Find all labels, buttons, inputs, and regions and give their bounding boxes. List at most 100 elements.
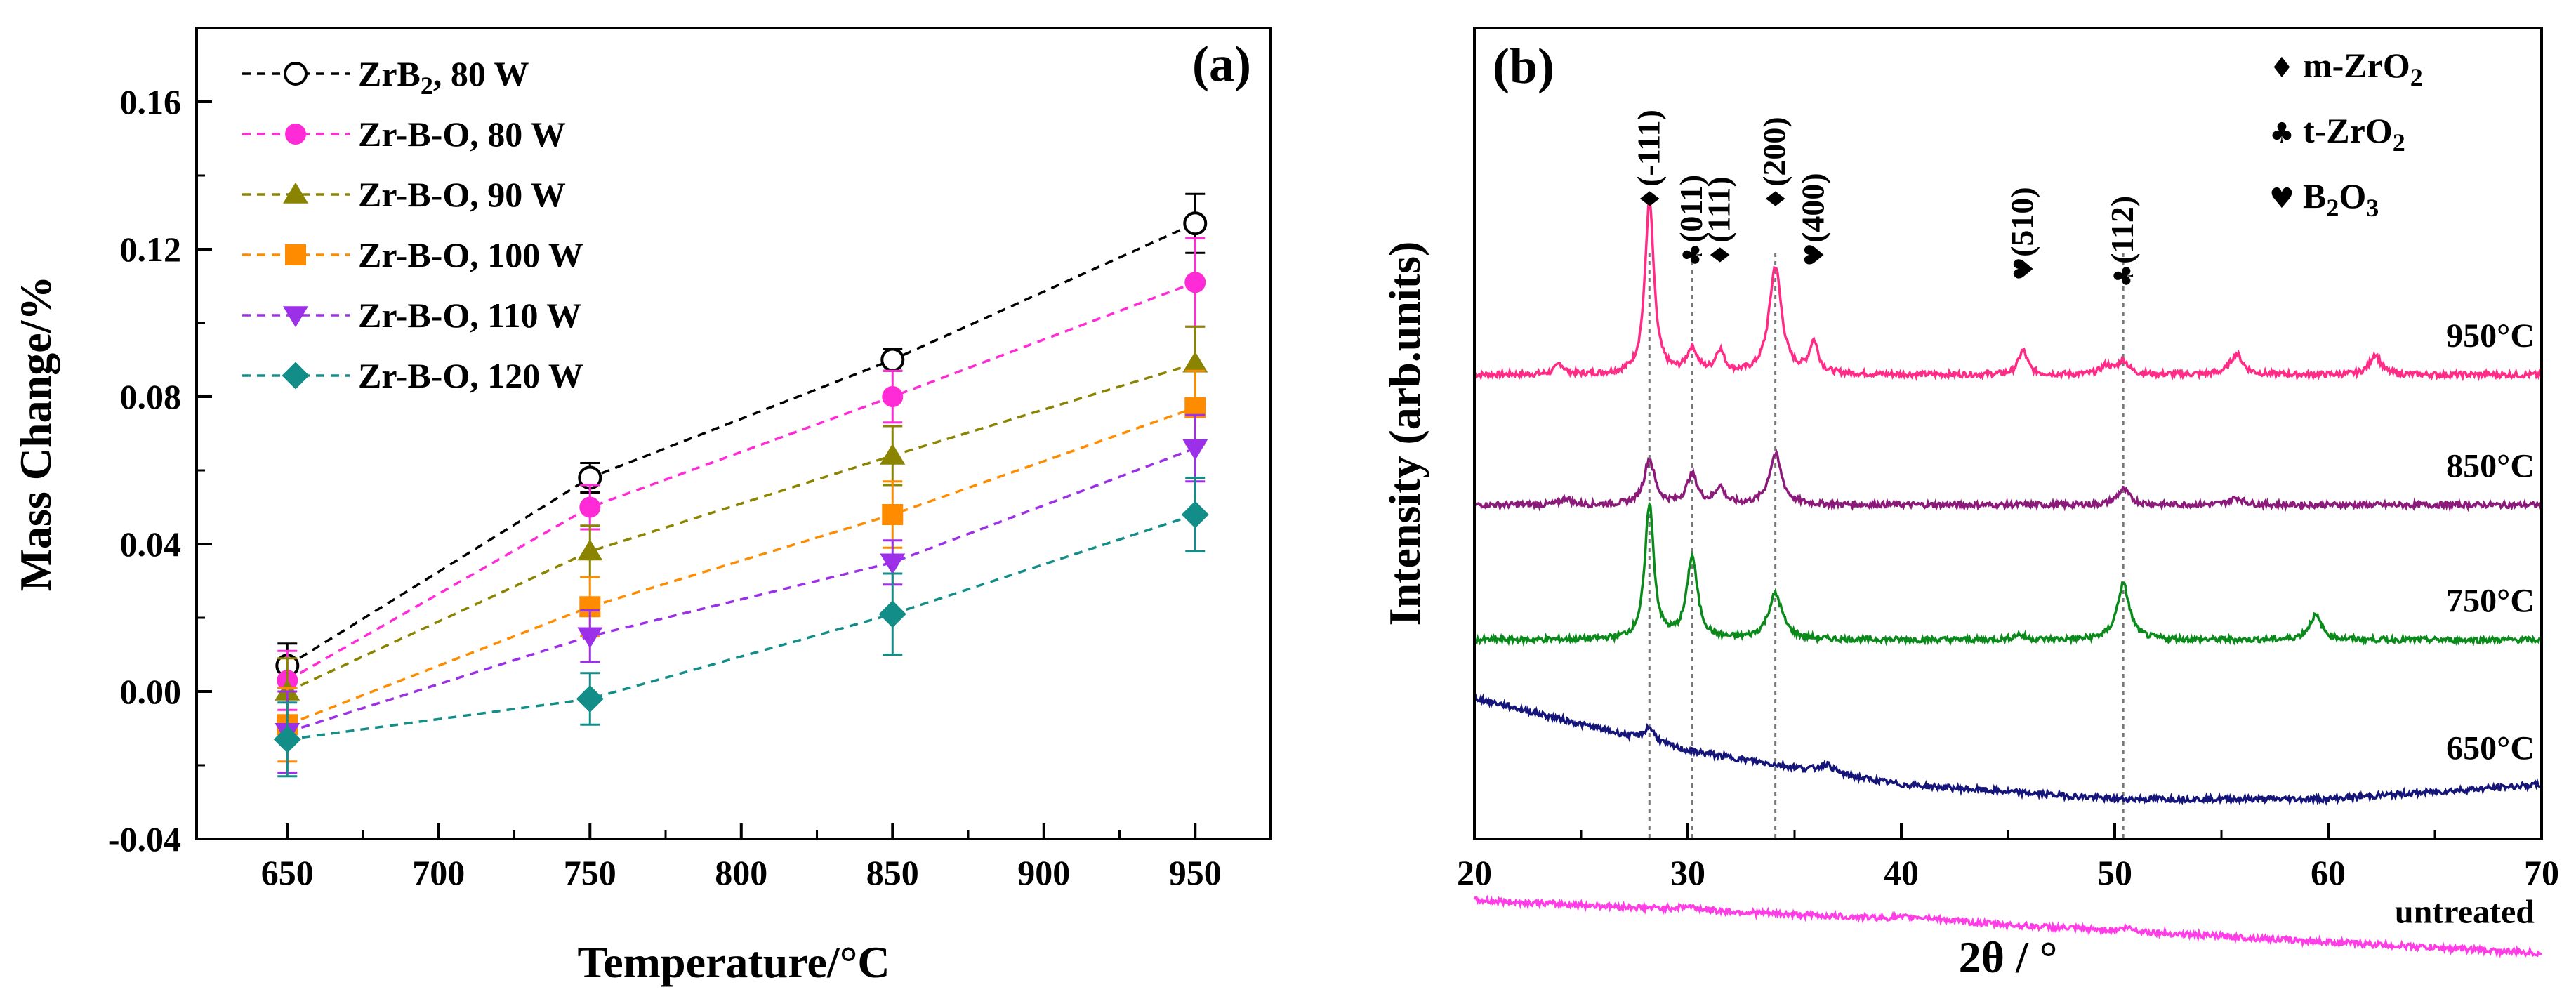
legend-label-main: t-ZrO (2303, 111, 2393, 150)
peak-text: (112) (2104, 196, 2140, 264)
peak-label: ♥(510) (2004, 187, 2040, 281)
data-point (273, 725, 301, 753)
x-tick-label: 30 (1670, 853, 1705, 892)
legend-entry: ZrB2, 80 W (242, 54, 529, 100)
panel-b-ticks (1473, 823, 2543, 839)
series-line (287, 513, 1196, 741)
legend-marker (285, 124, 306, 145)
panel-a-frame (195, 27, 1272, 840)
legend-label-sub: 3 (2366, 194, 2379, 222)
panel-a-label: (a) (1192, 36, 1251, 92)
legend-label-main: Zr-B-O, 80 W (358, 114, 566, 154)
x-tick-label: 20 (1457, 853, 1492, 892)
peak-label: ♣(011) (1673, 175, 1709, 267)
series-zr-b-o-110-w (275, 413, 1208, 774)
legend-label-main: Zr-B-O, 90 W (358, 175, 566, 214)
data-point (577, 627, 603, 649)
panel-a-y-axis-title: Mass Change/% (11, 276, 60, 592)
x-tick-label: 950 (1169, 853, 1222, 892)
x-tick-label: 40 (1884, 853, 1919, 892)
curve-label: 750°C (2446, 583, 2535, 620)
panel-a-x-axis-title: Temperature/°C (577, 937, 890, 987)
x-tick-label: 800 (715, 853, 767, 892)
panel-b-reference-lines (1648, 253, 2125, 839)
x-tick-label: 900 (1017, 853, 1070, 892)
data-point (878, 600, 906, 628)
data-point (882, 386, 904, 407)
x-tick-label: 700 (412, 853, 465, 892)
x-tick-label: 850 (866, 853, 919, 892)
legend-label: m-ZrO2 (2303, 46, 2423, 91)
x-tick-label: 650 (261, 853, 314, 892)
peak-symbol: ♥ (2008, 257, 2039, 281)
legend-label: Zr-B-O, 120 W (358, 356, 583, 395)
legend-entry: ♣ t-ZrO2 (2269, 111, 2405, 157)
panel-b-tick-labels: 20 30 40 50 60 70 (1457, 853, 2559, 892)
legend-label: ZrB2, 80 W (358, 54, 529, 100)
legend-label: Zr-B-O, 110 W (358, 296, 581, 335)
curve-label: 950°C (2446, 317, 2535, 355)
panel-b-y-axis-title: Intensity (arb.units) (1380, 241, 1429, 626)
data-point (882, 504, 904, 525)
peak-text: (200) (1757, 117, 1792, 187)
legend-label-sub: 2 (421, 72, 433, 100)
legend-marker (283, 306, 308, 328)
x-tick-label: 70 (2524, 853, 2559, 892)
data-point (1182, 439, 1208, 461)
y-tick-label: 0.04 (120, 524, 182, 564)
x-tick-label: 50 (2097, 853, 2132, 892)
xrd-pattern-650-c (1473, 693, 2542, 807)
peak-symbol: ♣ (1677, 243, 1708, 267)
peak-text: (-111) (1630, 110, 1666, 187)
legend-marker (283, 182, 308, 204)
y-tick-label: 0.16 (120, 82, 182, 121)
data-point (577, 539, 603, 561)
legend-marker (285, 244, 306, 265)
legend-label-rest: O (2339, 176, 2366, 216)
legend-entry: Zr-B-O, 90 W (242, 175, 566, 214)
xrd-pattern-untreated (1473, 894, 2542, 959)
legend-label: Zr-B-O, 100 W (358, 235, 583, 274)
panel-b-series (1473, 199, 2543, 959)
series-line (286, 222, 1196, 667)
y-tick-label: 0.12 (120, 230, 182, 269)
data-point (576, 685, 604, 713)
legend-label: Zr-B-O, 80 W (358, 114, 566, 154)
legend-label-sub: 2 (2410, 63, 2423, 91)
curve-label: 650°C (2446, 730, 2535, 767)
panel-b-peak-labels: ♦(-111)♣(011)♦(111) ♦(200)♥(400)♥(510)♣(1… (1630, 110, 2140, 288)
data-point (1182, 351, 1208, 373)
series-zr-b-o-100-w (277, 369, 1206, 763)
xrd-pattern-850-c (1473, 449, 2543, 512)
data-point (1184, 272, 1206, 293)
xrd-pattern-950-c (1474, 199, 2543, 382)
legend-marker (282, 362, 310, 390)
series-zrb2-80-w (275, 192, 1208, 689)
y-tick-label: 0.08 (120, 377, 182, 416)
y-tick-label: 0.00 (120, 672, 182, 711)
curve-label: 850°C (2446, 447, 2535, 484)
peak-text: (011) (1673, 175, 1709, 243)
legend-entry: Zr-B-O, 110 W (242, 296, 581, 335)
series-line (286, 406, 1196, 726)
peak-text: (510) (2004, 187, 2040, 257)
panel-a-mass-change-chart: 650 700 750 800 850 900 950 -0.04 0.00 0.04 0.08 0.… (11, 27, 1272, 987)
panel-a-legend: ZrB2, 80 W Zr-B-O, 80 W Zr-B-O, 90 W Zr-B-O… (242, 54, 583, 395)
panel-b-x-axis-title: 2θ / ° (1959, 932, 2058, 982)
data-point (880, 443, 906, 465)
peak-symbol: ♦ (1761, 187, 1792, 211)
legend-marker (284, 62, 308, 86)
legend-label-main: Zr-B-O, 110 W (358, 296, 581, 335)
series-line (286, 362, 1196, 693)
legend-label-main: B (2303, 176, 2326, 216)
panel-a-series (273, 192, 1209, 778)
legend-label-sub: 2 (2326, 194, 2339, 222)
peak-symbol: ♦ (1705, 243, 1736, 267)
peak-text: (400) (1795, 173, 1830, 243)
legend-entry: Zr-B-O, 120 W (242, 356, 583, 395)
legend-symbol: ♣ (2269, 117, 2294, 150)
peak-label: ♦(111) (1701, 176, 1737, 267)
legend-label-sub: 2 (2393, 128, 2405, 157)
legend-label-main: Zr-B-O, 100 W (358, 235, 583, 274)
legend-label-main: Zr-B-O, 120 W (358, 356, 583, 395)
